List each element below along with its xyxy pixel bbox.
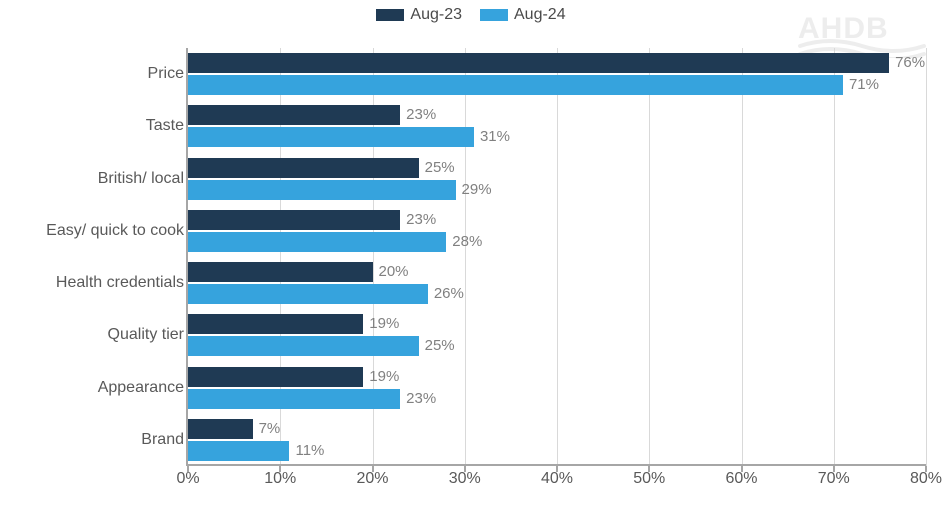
bar-series-a — [188, 158, 419, 178]
category-label: Easy/ quick to cook — [4, 205, 184, 257]
bar-series-b — [188, 389, 400, 409]
bar-series-b — [188, 75, 843, 95]
bar-group: 23% 28% — [188, 210, 926, 252]
bar-series-b — [188, 232, 446, 252]
bar-group: 25% 29% — [188, 158, 926, 200]
bar-series-a — [188, 367, 363, 387]
legend-item-b: Aug-24 — [480, 6, 566, 24]
gridline — [926, 48, 927, 466]
bar-group: 76% 71% — [188, 53, 926, 95]
x-tick-label: 80% — [910, 470, 942, 488]
legend: Aug-23 Aug-24 — [0, 0, 942, 32]
bar-group: 20% 26% — [188, 262, 926, 304]
bar-value-label-b: 28% — [452, 232, 482, 252]
bar-group: 23% 31% — [188, 105, 926, 147]
bar-value-label-b: 31% — [480, 127, 510, 147]
bar-value-label-a: 23% — [406, 105, 436, 125]
x-tick-label: 70% — [818, 470, 850, 488]
bar-value-label-a: 23% — [406, 210, 436, 230]
bar-value-label-b: 11% — [295, 441, 324, 461]
category-label: Appearance — [4, 362, 184, 414]
bar-series-a — [188, 262, 373, 282]
legend-label-b: Aug-24 — [514, 6, 566, 24]
category-label: Brand — [4, 414, 184, 466]
legend-item-a: Aug-23 — [376, 6, 462, 24]
bar-series-a — [188, 210, 400, 230]
bar-value-label-b: 29% — [462, 180, 492, 200]
plot-area: 76% 71% 23% 31% 25% 29% 23% 28% 20% 26% 19% 25% 19% 2… — [188, 48, 926, 466]
bar-series-b — [188, 441, 289, 461]
bar-value-label-a: 20% — [379, 262, 409, 282]
bar-value-label-b: 71% — [849, 75, 879, 95]
bar-value-label-a: 76% — [895, 53, 925, 73]
bar-value-label-a: 7% — [259, 419, 281, 439]
bar-series-a — [188, 53, 889, 73]
legend-label-a: Aug-23 — [410, 6, 462, 24]
bar-series-a — [188, 419, 253, 439]
x-tick-label: 30% — [449, 470, 481, 488]
x-tick-label: 50% — [633, 470, 665, 488]
bar-value-label-b: 23% — [406, 389, 436, 409]
category-label: Taste — [4, 100, 184, 152]
category-label: Price — [4, 48, 184, 100]
bar-value-label-a: 19% — [369, 314, 399, 334]
bar-value-label-b: 26% — [434, 284, 464, 304]
bar-value-label-b: 25% — [425, 336, 455, 356]
legend-swatch-b — [480, 9, 508, 21]
bar-group: 19% 23% — [188, 367, 926, 409]
x-tick-label: 40% — [541, 470, 573, 488]
bar-series-b — [188, 336, 419, 356]
bar-group: 19% 25% — [188, 314, 926, 356]
bar-series-a — [188, 105, 400, 125]
x-tick-label: 20% — [356, 470, 388, 488]
x-tick-label: 10% — [264, 470, 296, 488]
bar-series-b — [188, 127, 474, 147]
x-tick-label: 0% — [176, 470, 199, 488]
category-label: British/ local — [4, 153, 184, 205]
bar-series-b — [188, 180, 456, 200]
bar-series-a — [188, 314, 363, 334]
category-label: Health credentials — [4, 257, 184, 309]
y-axis — [186, 48, 188, 466]
x-tick-label: 60% — [725, 470, 757, 488]
x-axis — [188, 464, 926, 466]
bar-group: 7% 11% — [188, 419, 926, 461]
bar-value-label-a: 19% — [369, 367, 399, 387]
chart: 76% 71% 23% 31% 25% 29% 23% 28% 20% 26% 19% 25% 19% 2… — [0, 48, 942, 514]
bar-series-b — [188, 284, 428, 304]
bar-value-label-a: 25% — [425, 158, 455, 178]
legend-swatch-a — [376, 9, 404, 21]
category-label: Quality tier — [4, 309, 184, 361]
